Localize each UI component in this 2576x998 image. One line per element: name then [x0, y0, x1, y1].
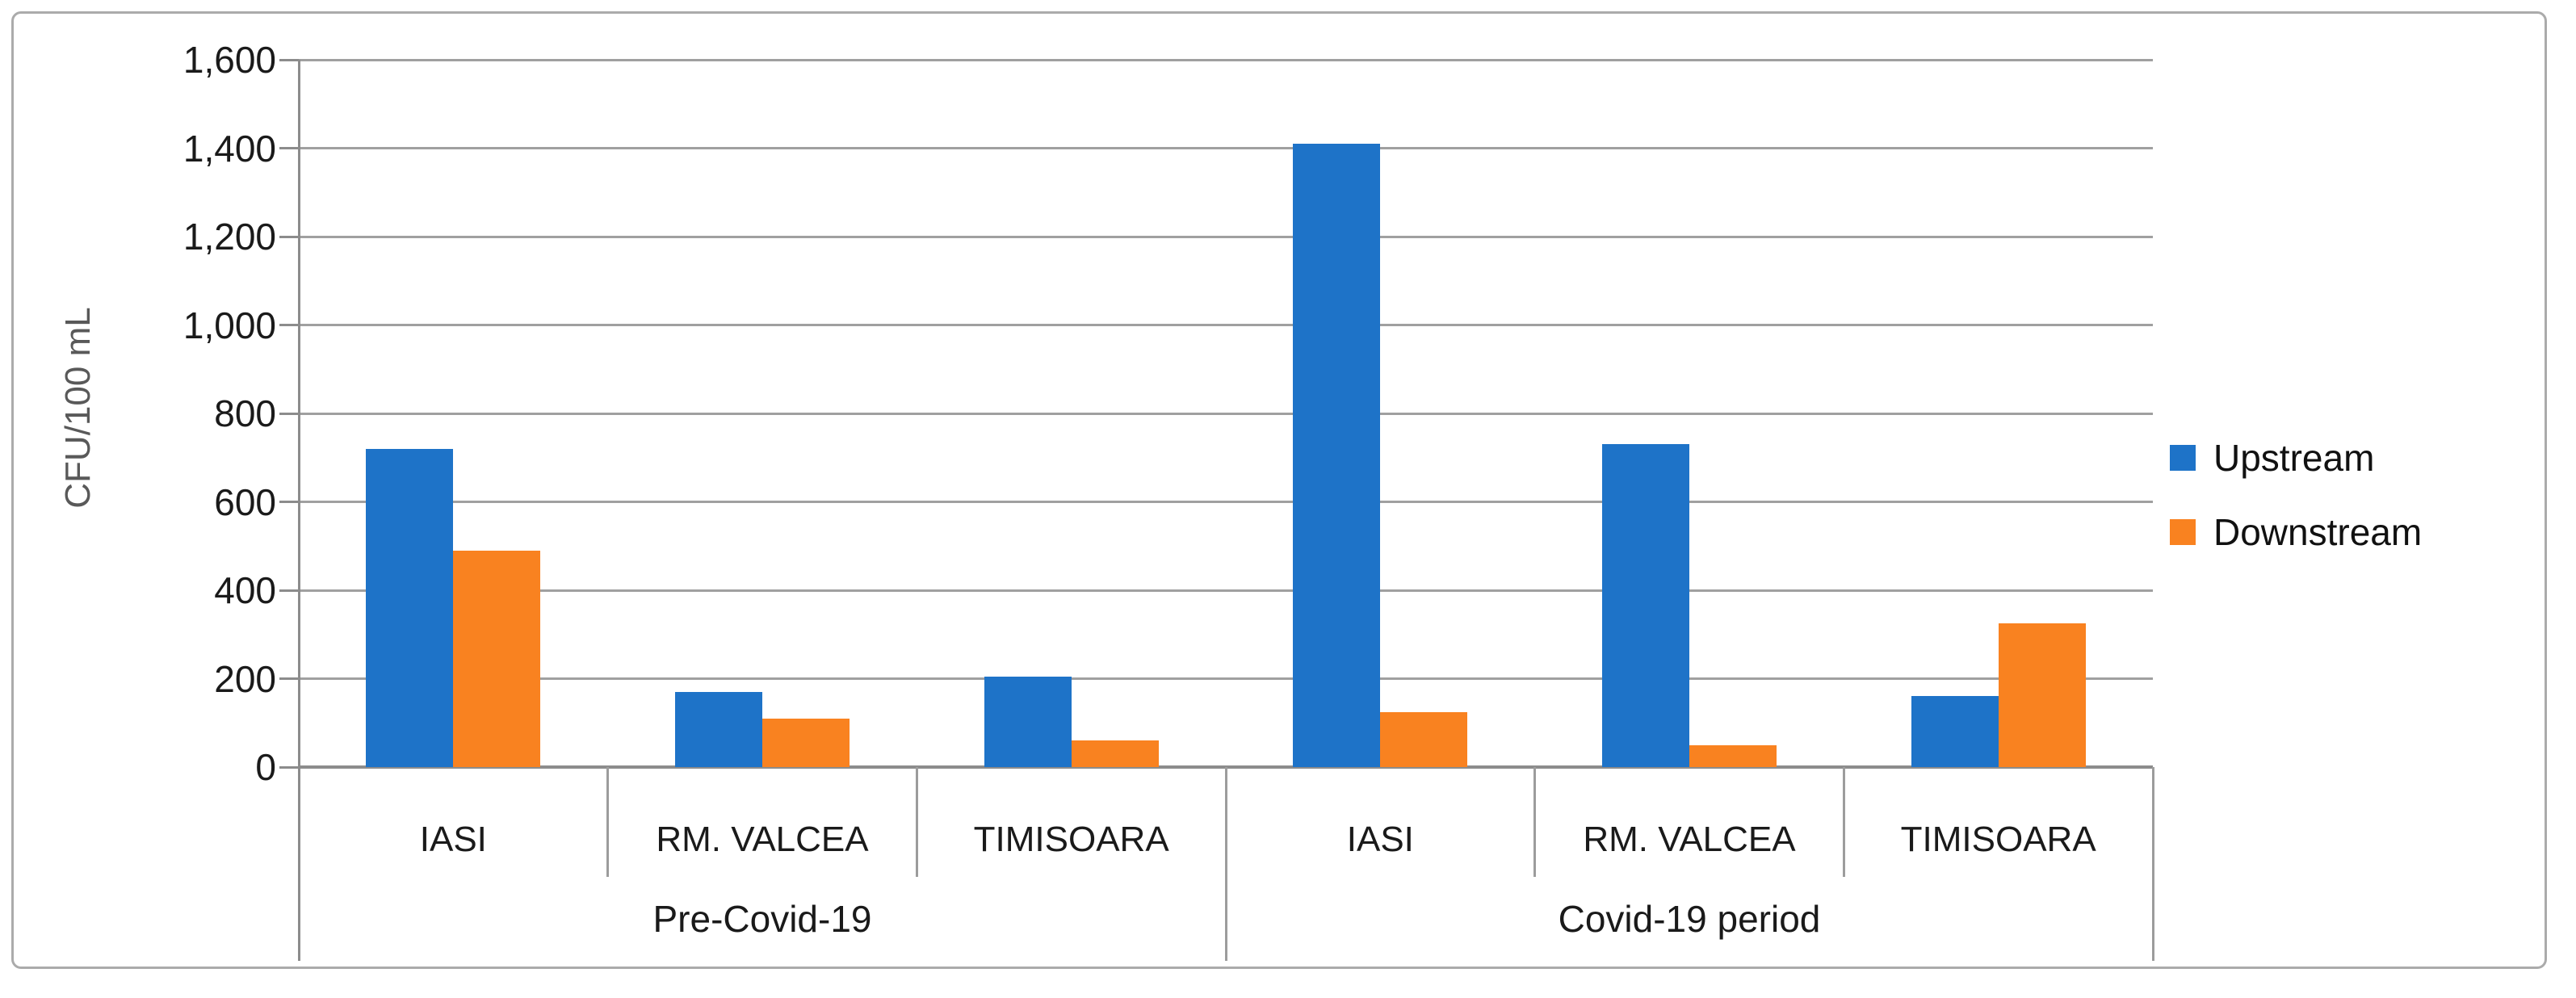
category-label: TIMISOARA [1900, 820, 2096, 859]
y-tick-label: 200 [214, 657, 276, 700]
bar-upstream-6 [1911, 696, 1999, 767]
category-label: IASI [1346, 820, 1414, 859]
y-axis-tick [279, 501, 299, 503]
legend-label-downstream: Downstream [2213, 511, 2423, 553]
legend-item-downstream: Downstream [2170, 510, 2422, 553]
y-tick-label: 1,200 [183, 216, 276, 258]
y-tick-label: 1,400 [183, 127, 276, 170]
y-axis-tick [279, 58, 299, 61]
y-axis-title: CFU/100 mL [58, 307, 98, 509]
bar-upstream-4 [1293, 144, 1381, 767]
category-separator [1842, 767, 1845, 877]
gridline [299, 235, 2153, 238]
y-tick-label: 800 [214, 392, 276, 434]
gridline [299, 58, 2153, 61]
category-label: IASI [419, 820, 487, 859]
bar-downstream-3 [1071, 740, 1159, 767]
group-label: Pre-Covid-19 [652, 898, 872, 940]
legend-item-upstream: Upstream [2170, 436, 2422, 479]
category-label: RM. VALCEA [656, 820, 869, 859]
bar-downstream-6 [1998, 623, 2086, 767]
bar-upstream-5 [1602, 444, 1689, 767]
y-axis-tick [279, 589, 299, 592]
y-axis-tick [279, 147, 299, 149]
y-tick-label: 400 [214, 569, 276, 611]
figure-border [11, 11, 2547, 969]
legend-label-upstream: Upstream [2213, 437, 2375, 479]
y-axis-tick [279, 412, 299, 415]
gridline [299, 147, 2153, 149]
y-tick-label: 600 [214, 480, 276, 523]
upstream-swatch-icon [2170, 445, 2196, 471]
category-separator [915, 767, 918, 877]
category-separator [606, 767, 610, 877]
y-axis-tick [279, 235, 299, 238]
category-separator [1533, 767, 1537, 877]
group-separator [2151, 767, 2154, 961]
y-tick-label: 1,000 [183, 304, 276, 346]
category-label: TIMISOARA [973, 820, 1169, 859]
legend: Upstream Downstream [2170, 436, 2422, 585]
group-label: Covid-19 period [1558, 898, 1821, 940]
y-axis-tick [279, 765, 299, 769]
bar-upstream-2 [675, 691, 762, 767]
bar-downstream-4 [1380, 711, 1468, 767]
downstream-swatch-icon [2170, 519, 2196, 545]
y-tick-label: 1,600 [183, 39, 276, 81]
bar-downstream-2 [762, 718, 850, 767]
category-label: RM. VALCEA [1583, 820, 1796, 859]
bar-upstream-1 [366, 448, 454, 767]
gridline [299, 677, 2153, 680]
gridline [299, 589, 2153, 592]
y-tick-label: 0 [255, 746, 276, 788]
bar-downstream-1 [453, 550, 541, 767]
bar-downstream-5 [1689, 744, 1777, 767]
y-axis-tick [279, 324, 299, 326]
gridline [299, 501, 2153, 503]
gridline [299, 412, 2153, 415]
bar-upstream-3 [984, 676, 1072, 767]
y-axis-tick [279, 677, 299, 680]
y-axis-line [297, 60, 300, 961]
gridline [299, 324, 2153, 326]
group-separator [1224, 767, 1227, 961]
